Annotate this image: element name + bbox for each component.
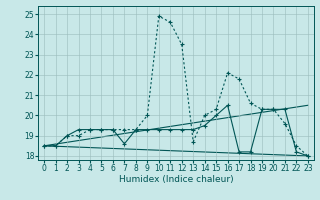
X-axis label: Humidex (Indice chaleur): Humidex (Indice chaleur) [119,175,233,184]
